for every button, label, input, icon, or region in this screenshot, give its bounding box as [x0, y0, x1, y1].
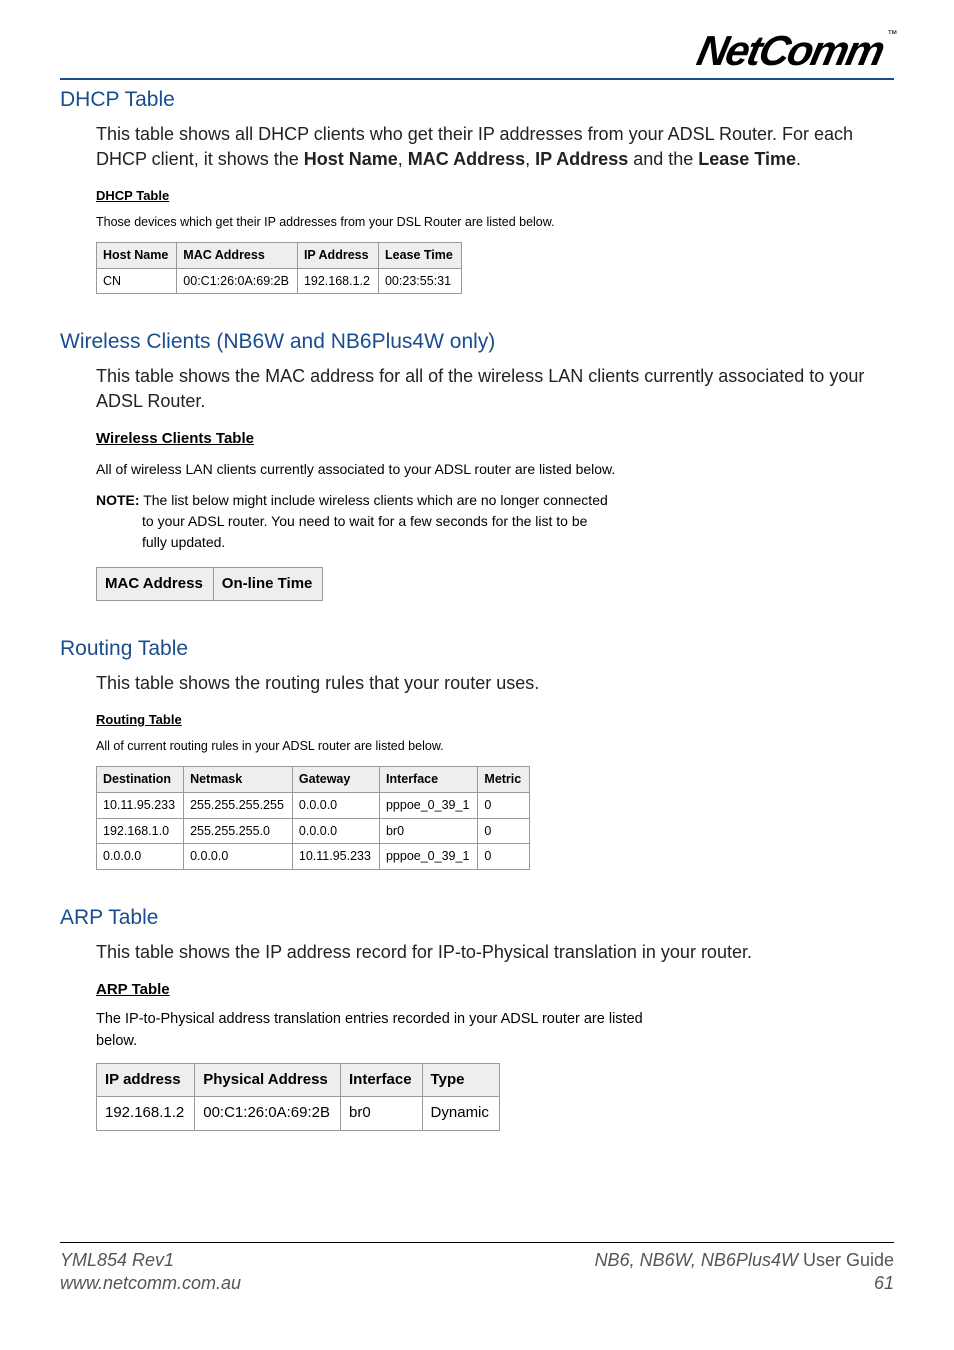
- cell: pppoe_0_39_1: [379, 792, 477, 818]
- arp-desc: This table shows the IP address record f…: [96, 940, 894, 965]
- cell: 0.0.0.0: [292, 792, 379, 818]
- text: and the: [628, 149, 698, 169]
- note-label: NOTE:: [96, 492, 140, 508]
- dhcp-snippet: DHCP Table Those devices which get their…: [96, 186, 894, 295]
- page-footer: YML854 Rev1 www.netcomm.com.au NB6, NB6W…: [60, 1242, 894, 1294]
- wireless-snippet: Wireless Clients Table All of wireless L…: [96, 428, 894, 601]
- col-header: On-line Time: [213, 567, 323, 601]
- arp-snippet-heading: ARP Table: [96, 979, 894, 1002]
- routing-snippet-heading: Routing Table: [96, 710, 894, 730]
- footer-rev: YML854 Rev1: [60, 1249, 241, 1272]
- arp-snippet: ARP Table The IP-to-Physical address tra…: [96, 979, 894, 1131]
- cell: 0.0.0.0: [97, 844, 184, 870]
- text-bold: Lease Time: [698, 149, 796, 169]
- note-text: The list below might include wireless cl…: [140, 492, 608, 550]
- cell: br0: [379, 818, 477, 844]
- wireless-desc: This table shows the MAC address for all…: [96, 364, 894, 414]
- table-header-row: MAC Address On-line Time: [97, 567, 323, 601]
- col-header: Lease Time: [378, 242, 461, 268]
- dhcp-heading: DHCP Table: [60, 88, 894, 112]
- footer-right: NB6, NB6W, NB6Plus4W User Guide 61: [595, 1249, 894, 1294]
- cell: 0.0.0.0: [292, 818, 379, 844]
- cell: 255.255.255.255: [184, 792, 293, 818]
- footer-url: www.netcomm.com.au: [60, 1272, 241, 1295]
- cell: 00:C1:26:0A:69:2B: [177, 268, 298, 294]
- footer-product: NB6, NB6W, NB6Plus4W: [595, 1250, 798, 1270]
- footer-page-number: 61: [595, 1272, 894, 1295]
- wireless-snippet-text: All of wireless LAN clients currently as…: [96, 459, 616, 480]
- wireless-table: MAC Address On-line Time: [96, 567, 323, 602]
- cell: 0: [478, 792, 530, 818]
- dhcp-snippet-heading: DHCP Table: [96, 186, 894, 206]
- logo-text: NetComm: [693, 27, 887, 74]
- col-header: Type: [422, 1063, 499, 1097]
- table-row: 192.168.1.0 255.255.255.0 0.0.0.0 br0 0: [97, 818, 530, 844]
- col-header: Interface: [379, 767, 477, 793]
- col-header: Physical Address: [195, 1063, 341, 1097]
- dhcp-desc: This table shows all DHCP clients who ge…: [96, 122, 894, 172]
- cell: 255.255.255.0: [184, 818, 293, 844]
- col-header: Destination: [97, 767, 184, 793]
- text: .: [796, 149, 801, 169]
- footer-guide: User Guide: [798, 1250, 894, 1270]
- table-header-row: Destination Netmask Gateway Interface Me…: [97, 767, 530, 793]
- table-header-row: IP address Physical Address Interface Ty…: [97, 1063, 500, 1097]
- arp-heading: ARP Table: [60, 906, 894, 930]
- wireless-note: NOTE: The list below might include wirel…: [96, 490, 616, 553]
- arp-snippet-text: The IP-to-Physical address translation e…: [96, 1009, 656, 1053]
- cell: 0: [478, 844, 530, 870]
- cell: pppoe_0_39_1: [379, 844, 477, 870]
- wireless-snippet-heading: Wireless Clients Table: [96, 428, 894, 451]
- routing-heading: Routing Table: [60, 637, 894, 661]
- cell: 192.168.1.2: [297, 268, 378, 294]
- arp-table: IP address Physical Address Interface Ty…: [96, 1063, 500, 1131]
- cell: CN: [97, 268, 177, 294]
- col-header: MAC Address: [97, 567, 214, 601]
- col-header: Host Name: [97, 242, 177, 268]
- logo-wrap: NetComm™: [60, 30, 894, 72]
- col-header: Interface: [341, 1063, 423, 1097]
- table-row: 0.0.0.0 0.0.0.0 10.11.95.233 pppoe_0_39_…: [97, 844, 530, 870]
- table-row: CN 00:C1:26:0A:69:2B 192.168.1.2 00:23:5…: [97, 268, 462, 294]
- footer-rule: [60, 1242, 894, 1243]
- text-bold: MAC Address: [408, 149, 525, 169]
- col-header: IP Address: [297, 242, 378, 268]
- footer-row: YML854 Rev1 www.netcomm.com.au NB6, NB6W…: [60, 1249, 894, 1294]
- routing-snippet-text: All of current routing rules in your ADS…: [96, 737, 696, 756]
- cell: 192.168.1.0: [97, 818, 184, 844]
- cell: 0.0.0.0: [184, 844, 293, 870]
- netcomm-logo: NetComm™: [693, 30, 898, 72]
- cell: 10.11.95.233: [292, 844, 379, 870]
- table-header-row: Host Name MAC Address IP Address Lease T…: [97, 242, 462, 268]
- cell: 00:23:55:31: [378, 268, 461, 294]
- cell: 10.11.95.233: [97, 792, 184, 818]
- dhcp-snippet-text: Those devices which get their IP address…: [96, 213, 616, 232]
- cell: br0: [341, 1097, 423, 1131]
- text: ,: [525, 149, 535, 169]
- top-rule: [60, 78, 894, 80]
- cell: Dynamic: [422, 1097, 499, 1131]
- routing-desc: This table shows the routing rules that …: [96, 671, 894, 696]
- text: ,: [398, 149, 408, 169]
- cell: 192.168.1.2: [97, 1097, 195, 1131]
- col-header: IP address: [97, 1063, 195, 1097]
- col-header: Gateway: [292, 767, 379, 793]
- text-bold: Host Name: [304, 149, 398, 169]
- dhcp-table: Host Name MAC Address IP Address Lease T…: [96, 242, 462, 295]
- routing-table: Destination Netmask Gateway Interface Me…: [96, 766, 530, 870]
- wireless-heading: Wireless Clients (NB6W and NB6Plus4W onl…: [60, 330, 894, 354]
- col-header: MAC Address: [177, 242, 298, 268]
- col-header: Metric: [478, 767, 530, 793]
- col-header: Netmask: [184, 767, 293, 793]
- table-row: 10.11.95.233 255.255.255.255 0.0.0.0 ppp…: [97, 792, 530, 818]
- cell: 0: [478, 818, 530, 844]
- cell: 00:C1:26:0A:69:2B: [195, 1097, 341, 1131]
- routing-snippet: Routing Table All of current routing rul…: [96, 710, 894, 870]
- footer-left: YML854 Rev1 www.netcomm.com.au: [60, 1249, 241, 1294]
- table-row: 192.168.1.2 00:C1:26:0A:69:2B br0 Dynami…: [97, 1097, 500, 1131]
- footer-title: NB6, NB6W, NB6Plus4W User Guide: [595, 1249, 894, 1272]
- logo-tm: ™: [887, 30, 897, 40]
- text-bold: IP Address: [535, 149, 628, 169]
